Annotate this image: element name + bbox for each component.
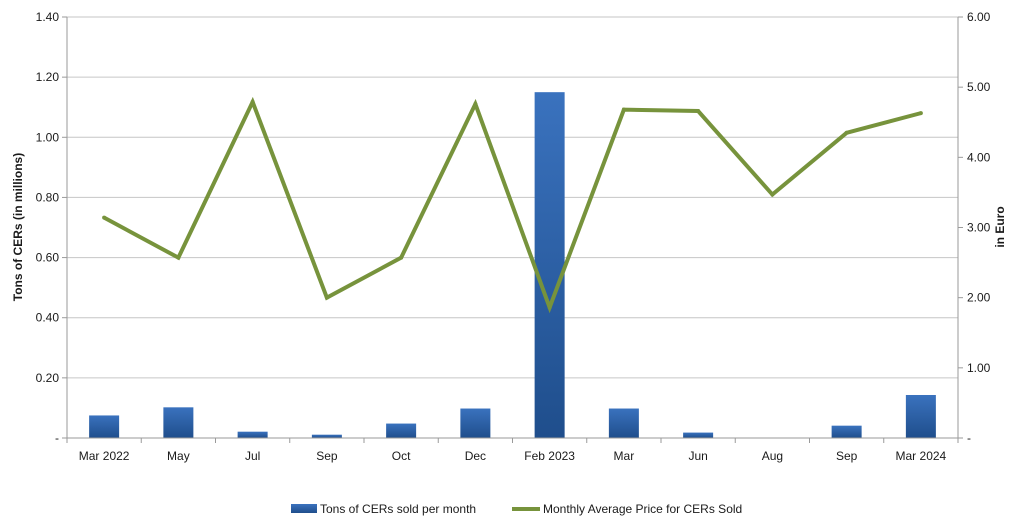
- y2-axis-title: in Euro: [993, 206, 1007, 247]
- price-point[interactable]: [399, 255, 404, 260]
- x-tick-label: Aug: [762, 449, 783, 463]
- y-tick-label: 1.20: [36, 70, 60, 84]
- price-point[interactable]: [844, 130, 849, 135]
- price-point[interactable]: [547, 305, 552, 310]
- price-point[interactable]: [176, 255, 181, 260]
- price-point[interactable]: [250, 99, 255, 104]
- x-tick-label: Jun: [688, 449, 707, 463]
- bar[interactable]: [89, 415, 120, 438]
- y2-tick-label: 3.00: [967, 221, 991, 235]
- price-point[interactable]: [621, 107, 626, 112]
- x-tick-label: Mar: [614, 449, 635, 463]
- y-tick-label: 0.60: [36, 251, 60, 265]
- x-tick-label: Jul: [245, 449, 260, 463]
- legend-swatch-bars: [291, 504, 317, 513]
- x-tick-label: Mar 2024: [896, 449, 947, 463]
- x-tick-label: Dec: [465, 449, 486, 463]
- x-tick-label: Sep: [316, 449, 338, 463]
- legend-label-bars: Tons of CERs sold per month: [320, 502, 476, 516]
- y-tick-label: 0.80: [36, 190, 60, 204]
- bar[interactable]: [386, 423, 417, 438]
- bar[interactable]: [608, 408, 639, 438]
- legend-item-bars[interactable]: Tons of CERs sold per month: [291, 502, 476, 516]
- y2-tick-label: 5.00: [967, 80, 991, 94]
- legend-item-line[interactable]: Monthly Average Price for CERs Sold: [512, 502, 742, 516]
- legend: Tons of CERs sold per month Monthly Aver…: [291, 502, 742, 516]
- price-point[interactable]: [324, 295, 329, 300]
- price-point[interactable]: [473, 102, 478, 107]
- price-point[interactable]: [102, 215, 107, 220]
- x-tick-label: May: [167, 449, 190, 463]
- y-tick-label: -: [55, 431, 59, 445]
- y-tick-label: 0.40: [36, 311, 60, 325]
- y2-tick-label: 4.00: [967, 150, 991, 164]
- x-tick-label: Mar 2022: [79, 449, 130, 463]
- legend-label-line: Monthly Average Price for CERs Sold: [543, 502, 742, 516]
- y-axis-title: Tons of CERs (in millions): [11, 153, 25, 301]
- y-tick-label: 1.00: [36, 130, 60, 144]
- bar[interactable]: [683, 432, 714, 438]
- y2-tick-label: 1.00: [967, 361, 991, 375]
- x-tick-label: Sep: [836, 449, 858, 463]
- y2-tick-label: 6.00: [967, 10, 991, 24]
- bar[interactable]: [534, 92, 565, 438]
- y-tick-label: 0.20: [36, 371, 60, 385]
- y2-tick-label: -: [967, 431, 971, 445]
- price-line[interactable]: [103, 96, 922, 314]
- bar[interactable]: [831, 425, 862, 438]
- bar[interactable]: [905, 394, 936, 438]
- price-point[interactable]: [918, 111, 923, 116]
- y2-tick-label: 2.00: [967, 291, 991, 305]
- x-tick-label: Feb 2023: [524, 449, 575, 463]
- price-point[interactable]: [696, 109, 701, 114]
- bar[interactable]: [460, 408, 491, 438]
- x-tick-label: Oct: [392, 449, 411, 463]
- bar[interactable]: [163, 407, 194, 438]
- price-point[interactable]: [770, 192, 775, 197]
- bar[interactable]: [237, 431, 268, 438]
- bar[interactable]: [311, 434, 342, 438]
- y-tick-label: 1.40: [36, 10, 60, 24]
